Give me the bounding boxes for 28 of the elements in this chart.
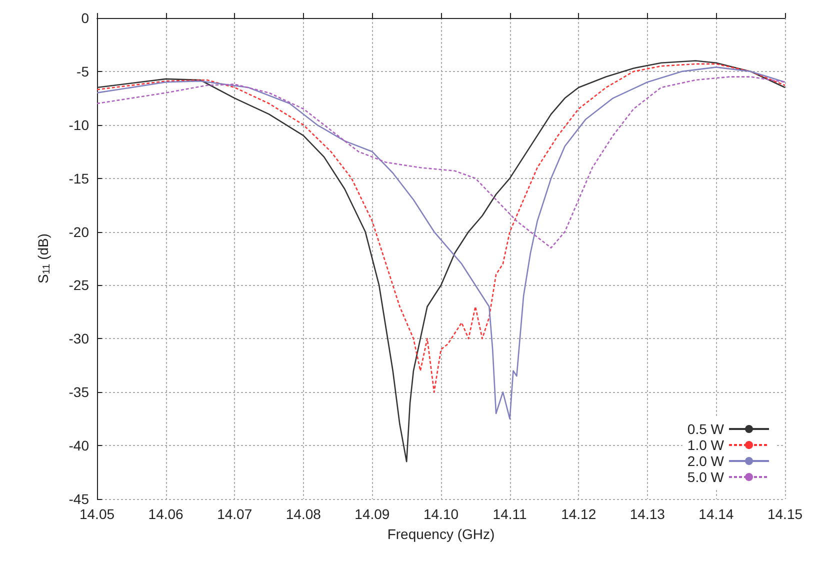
legend-label: 2.0 W xyxy=(687,453,725,469)
legend-label: 0.5 W xyxy=(687,421,725,437)
y-tick-label: -35 xyxy=(68,384,90,400)
x-tick-label: 14.08 xyxy=(286,506,322,522)
x-tick-label: 14.15 xyxy=(767,506,803,522)
y-tick-label: 0 xyxy=(81,10,90,26)
line-series xyxy=(96,76,786,248)
x-axis-title: Frequency (GHz) xyxy=(387,526,495,542)
legend-label: 5.0 W xyxy=(687,469,725,485)
x-tick-label: 14.07 xyxy=(217,506,252,522)
x-tick-label: 14.11 xyxy=(492,506,528,522)
y-tick-label: -5 xyxy=(76,63,90,80)
legend-label: 1.0 W xyxy=(687,437,725,453)
x-tick-label: 14.13 xyxy=(630,506,666,522)
y-tick-label: -25 xyxy=(68,277,90,294)
x-tick-label: 14.05 xyxy=(79,506,115,522)
y-tick-label: -45 xyxy=(68,491,90,507)
y-tick-label: -20 xyxy=(68,224,90,240)
x-tick-label: 14.09 xyxy=(354,506,390,522)
y-tick-label: -40 xyxy=(68,438,90,454)
y-tick-label: -10 xyxy=(68,116,90,133)
y-axis-title: S11 (dB) xyxy=(35,233,52,284)
x-tick-label: 14.06 xyxy=(148,506,184,522)
y-tick-label: -30 xyxy=(68,330,90,347)
x-tick-label: 14.12 xyxy=(561,506,596,522)
x-tick-label: 14.14 xyxy=(698,506,734,522)
y-tick-label: -15 xyxy=(68,170,90,186)
x-tick-label: 14.10 xyxy=(423,506,459,522)
